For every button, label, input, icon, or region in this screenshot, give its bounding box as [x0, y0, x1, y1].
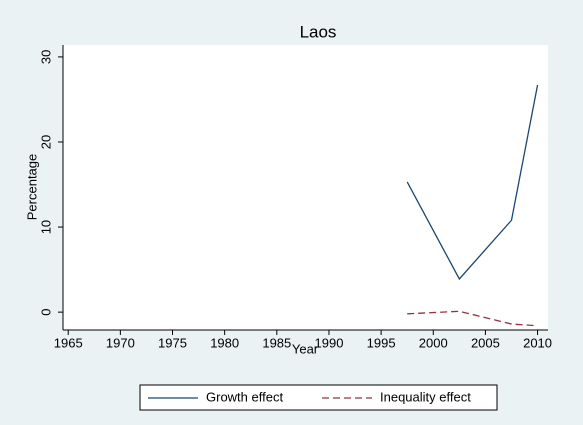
x-tick-label: 2005: [471, 335, 500, 350]
legend: [139, 384, 498, 411]
y-tick-label: 10: [38, 220, 53, 234]
x-tick-label: 2000: [419, 335, 448, 350]
series-line: [407, 310, 538, 327]
series-line: [406, 84, 539, 281]
y-tick-label: 30: [38, 50, 53, 64]
chart-title: Laos: [300, 22, 337, 41]
legend-label: Growth effect: [206, 389, 283, 404]
y-tick-label: 0: [38, 309, 53, 316]
x-tick-label: 1980: [210, 335, 239, 350]
x-tick-label: 2010: [523, 335, 552, 350]
x-tick-label: 1990: [315, 335, 344, 350]
x-tick-label: 1975: [158, 335, 187, 350]
plot-area: [63, 45, 548, 330]
x-tick-label: 1965: [54, 335, 83, 350]
x-tick-label: 1995: [367, 335, 396, 350]
legend-label: Inequality effect: [380, 389, 471, 404]
y-axis-title: Percentage: [24, 154, 39, 221]
x-tick-label: 1970: [106, 335, 135, 350]
x-axis-title: Year: [292, 341, 319, 356]
y-tick-label: 20: [38, 135, 53, 149]
x-tick-label: 1985: [262, 335, 291, 350]
